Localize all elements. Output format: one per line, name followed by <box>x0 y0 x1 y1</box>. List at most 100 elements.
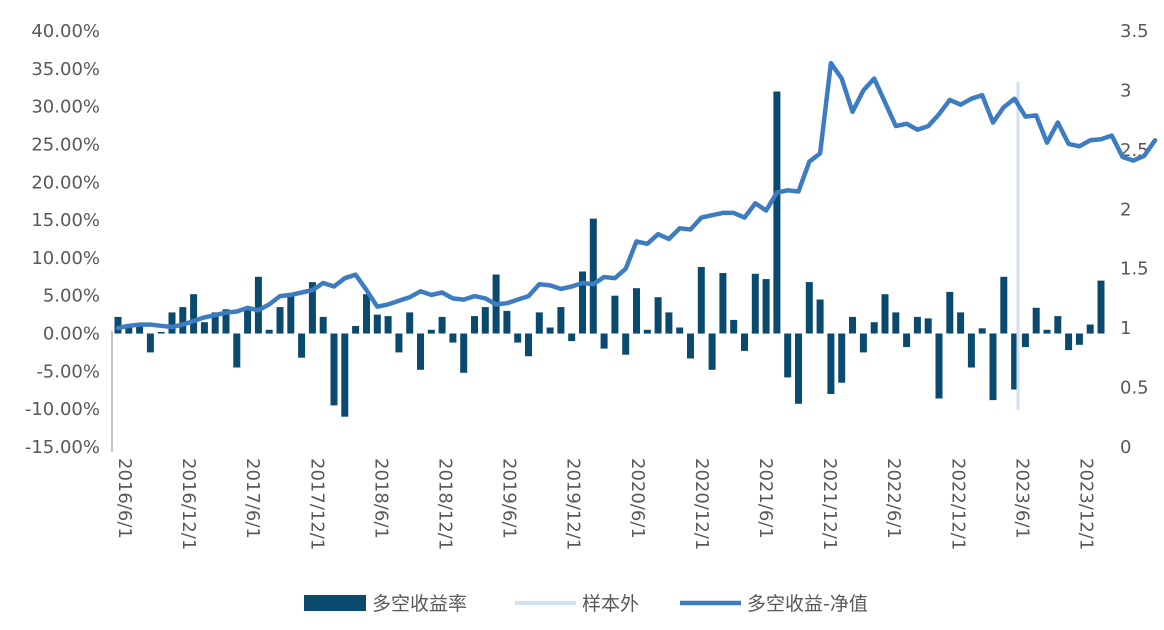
return-bar <box>881 294 889 334</box>
x-tick-label: 2018/6/1 <box>370 458 391 539</box>
net-value-line <box>115 60 1158 331</box>
legend-label-bar: 多空收益率 <box>372 593 467 615</box>
return-bar <box>341 333 349 417</box>
return-bar <box>449 333 457 343</box>
x-tick-label: 2016/6/1 <box>114 458 135 539</box>
return-bar <box>784 333 792 378</box>
return-bar <box>903 333 911 348</box>
y-left-tick-label: 20.00% <box>31 172 100 193</box>
return-bar <box>849 316 856 334</box>
return-bar <box>363 294 370 334</box>
return-bar <box>935 333 943 399</box>
return-bar <box>373 314 381 334</box>
return-bar <box>190 294 198 334</box>
return-bar <box>438 316 446 334</box>
return-bar <box>859 333 867 353</box>
return-bar <box>741 333 748 351</box>
y-left-tick-label: -5.00% <box>36 361 100 382</box>
return-bar <box>687 333 694 359</box>
x-tick-label: 2018/12/1 <box>435 458 456 550</box>
return-bar <box>298 333 306 358</box>
x-tick-label: 2021/12/1 <box>819 458 840 550</box>
return-bar <box>1032 307 1040 334</box>
return-bar <box>957 312 965 334</box>
return-bar <box>146 333 154 353</box>
return-bar <box>751 273 759 334</box>
return-bar <box>319 316 327 334</box>
return-bar <box>719 273 727 334</box>
return-bar <box>654 297 662 334</box>
return-bar <box>200 322 208 334</box>
return-bar <box>168 312 176 334</box>
return-bar <box>816 299 824 334</box>
return-bar <box>395 333 403 353</box>
y-left-tick-label: 10.00% <box>31 248 100 269</box>
return-bar <box>546 327 554 334</box>
y-left-tick-label: 40.00% <box>31 21 100 42</box>
y-left-tick-label: -15.00% <box>25 437 100 458</box>
return-bar <box>460 333 468 373</box>
return-bar <box>978 328 986 334</box>
y-right-tick-label: 1 <box>1120 318 1131 339</box>
return-bar <box>471 316 478 334</box>
x-tick-label: 2023/6/1 <box>1011 458 1032 539</box>
return-bar <box>708 333 716 370</box>
y-left-tick-label: 15.00% <box>31 210 100 231</box>
return-bar <box>1065 333 1073 351</box>
return-bar <box>525 333 532 357</box>
return-bar <box>676 327 684 334</box>
return-bar <box>600 333 608 349</box>
return-bar <box>967 333 975 368</box>
return-bar <box>308 282 316 334</box>
return-bar <box>417 333 424 370</box>
return-bar <box>1075 333 1083 345</box>
return-bar <box>157 332 165 334</box>
return-bar <box>805 282 813 334</box>
return-bar <box>1097 280 1105 334</box>
legend-label-line: 多空收益-净值 <box>747 593 868 615</box>
return-bar <box>384 316 392 334</box>
return-bar <box>611 295 619 334</box>
return-bar <box>1086 324 1094 334</box>
y-left-tick-label: -10.00% <box>25 399 100 420</box>
return-bar <box>222 309 230 334</box>
y-left-tick-label: 0.00% <box>43 324 100 345</box>
return-bar <box>589 218 597 334</box>
return-bar <box>125 327 133 334</box>
return-bar <box>557 307 565 334</box>
return-bar <box>1011 333 1019 390</box>
return-bar <box>762 279 770 334</box>
return-bar <box>643 329 651 334</box>
x-tick-label: 2019/12/1 <box>563 458 584 550</box>
return-bar <box>535 312 543 334</box>
x-tick-label: 2022/6/1 <box>883 458 904 539</box>
y-right-tick-label: 3.5 <box>1120 21 1149 42</box>
return-bar <box>211 312 219 334</box>
x-tick-label: 2021/6/1 <box>755 458 776 539</box>
x-tick-label: 2017/12/1 <box>306 458 327 550</box>
y-left-tick-label: 30.00% <box>31 97 100 118</box>
return-bar <box>795 333 802 404</box>
return-bar <box>406 312 414 334</box>
return-bar <box>1043 329 1051 334</box>
return-bar <box>427 329 435 334</box>
return-bar <box>924 318 932 334</box>
return-bar <box>287 294 295 334</box>
legend-label-sample-out: 样本外 <box>582 593 639 615</box>
return-bar <box>579 271 586 334</box>
return-bar <box>114 316 122 334</box>
return-bar <box>633 288 640 334</box>
return-bar <box>730 319 738 334</box>
return-bar <box>352 326 360 334</box>
legend-swatch-bar <box>304 595 366 611</box>
x-tick-label: 2023/12/1 <box>1076 458 1097 550</box>
x-tick-label: 2020/12/1 <box>691 458 712 550</box>
return-bar <box>330 333 338 406</box>
y-left-tick-label: 5.00% <box>43 286 100 307</box>
return-bar <box>244 307 252 334</box>
return-bar <box>697 267 705 334</box>
y-left-tick-label: 35.00% <box>31 59 100 80</box>
return-bar <box>838 333 846 383</box>
